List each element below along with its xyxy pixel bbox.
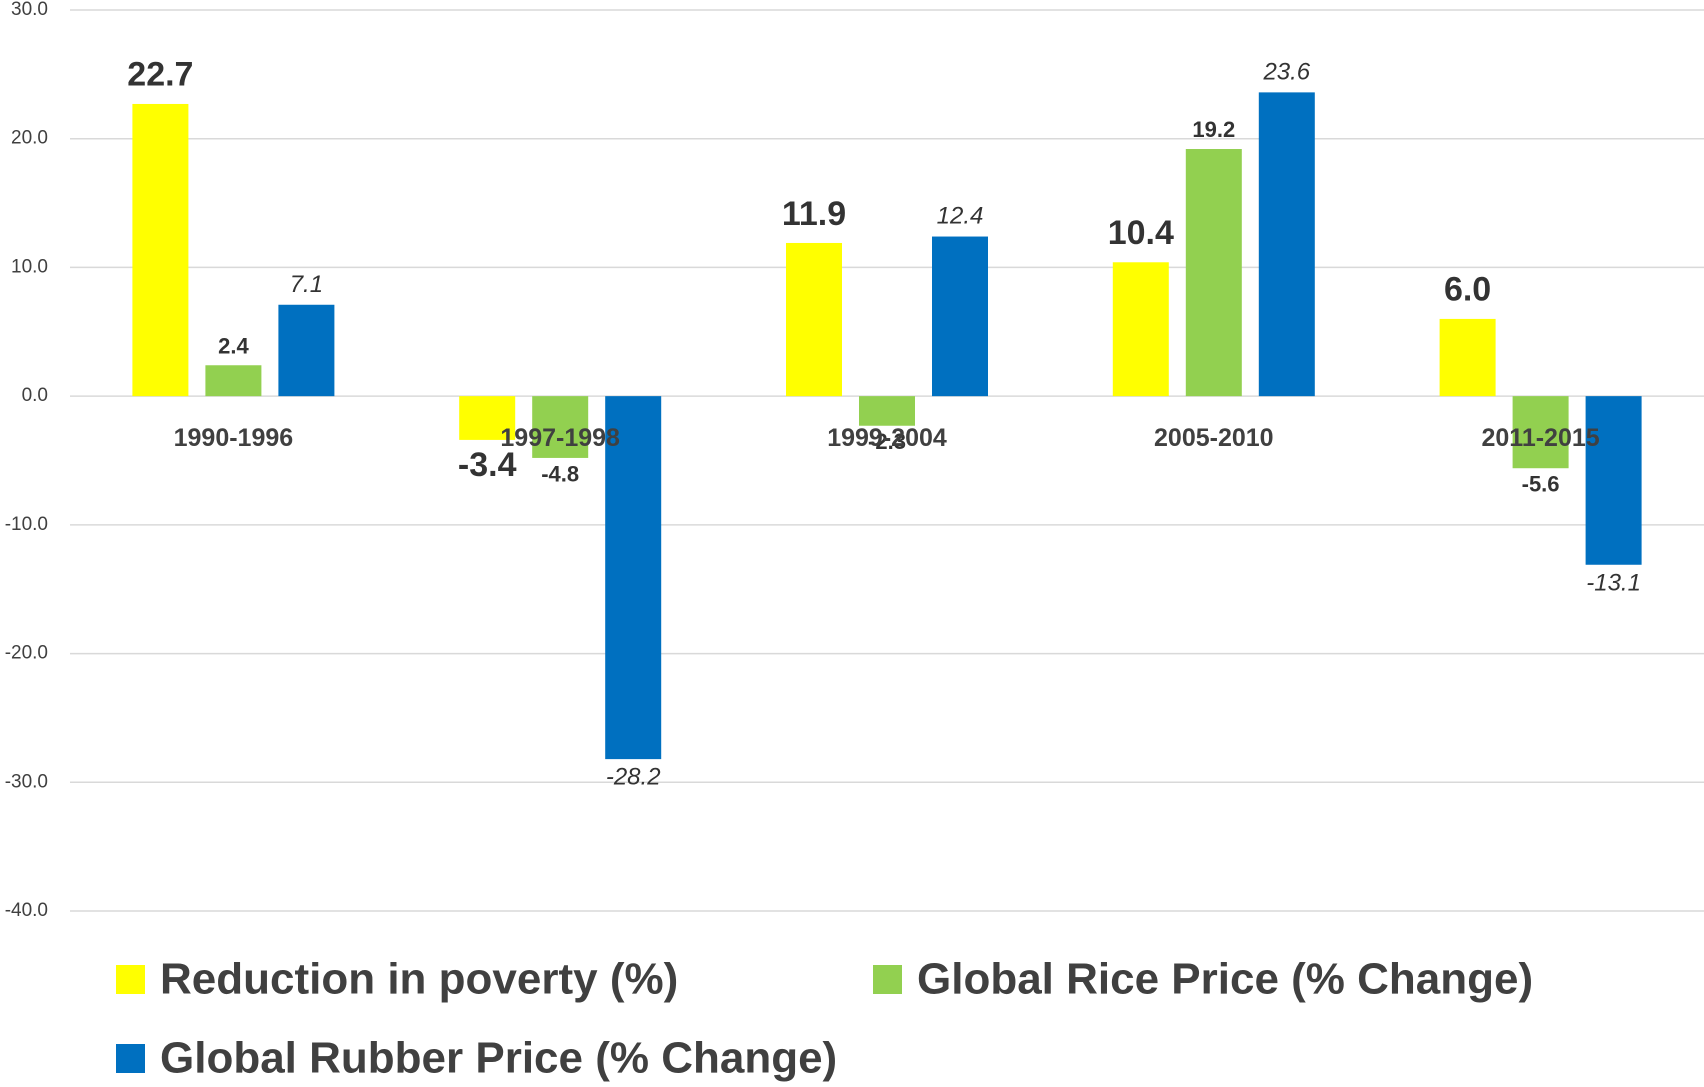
data-label: -2.3 (868, 429, 906, 454)
y-tick-label: 30.0 (11, 0, 48, 20)
x-tick-label: 1999-2004 (827, 424, 947, 452)
bar (932, 236, 988, 397)
data-label: 22.7 (127, 56, 193, 94)
y-tick-label: 0.0 (22, 385, 48, 406)
data-label: 19.2 (1192, 117, 1235, 142)
y-tick-label: -30.0 (5, 771, 48, 792)
y-tick-label: -40.0 (5, 900, 48, 921)
y-tick-label: 10.0 (11, 256, 48, 277)
bar (859, 396, 915, 426)
legend-swatch (116, 965, 145, 994)
y-tick-label: -20.0 (5, 643, 48, 664)
legend-label: Global Rubber Price (% Change) (160, 1034, 837, 1083)
bar (1512, 396, 1569, 469)
data-label: 7.1 (290, 271, 323, 298)
bar (1185, 149, 1242, 397)
data-label: -28.2 (606, 764, 661, 791)
bar (132, 103, 189, 397)
bar (1258, 92, 1315, 397)
legend-label: Reduction in poverty (%) (160, 955, 678, 1004)
y-tick-label: 20.0 (11, 128, 48, 149)
x-tick-label: 2005-2010 (1154, 424, 1274, 452)
data-label: 12.4 (937, 203, 984, 230)
bar (205, 365, 262, 397)
data-label: -5.6 (1522, 472, 1560, 497)
bar (278, 304, 335, 397)
bar (1112, 262, 1169, 397)
bar (532, 396, 589, 458)
data-label: 23.6 (1262, 59, 1310, 86)
legend-swatch (116, 1044, 145, 1073)
data-label: 11.9 (782, 195, 846, 233)
data-label: -3.4 (458, 446, 517, 484)
data-label: 6.0 (1444, 271, 1491, 309)
data-label: 2.4 (218, 333, 249, 358)
bar (1585, 396, 1642, 565)
y-tick-label: -10.0 (5, 514, 48, 535)
x-tick-label: 2011-2015 (1482, 424, 1600, 452)
x-tick-label: 1990-1996 (174, 424, 294, 452)
bar (1439, 318, 1496, 397)
bar (786, 242, 842, 397)
data-label: -4.8 (541, 461, 579, 486)
legend-label: Global Rice Price (% Change) (917, 955, 1533, 1004)
x-tick-label: 1997-1998 (500, 424, 620, 452)
data-label: 10.4 (1108, 214, 1174, 252)
legend-swatch (873, 965, 902, 994)
bar (459, 396, 516, 440)
data-label: -13.1 (1586, 569, 1641, 596)
bar (605, 396, 662, 760)
